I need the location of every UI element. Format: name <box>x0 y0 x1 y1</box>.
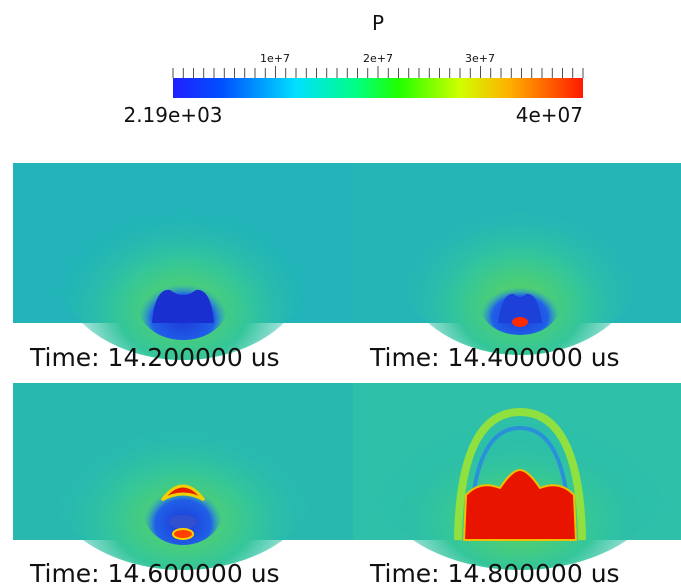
colorbar-title: P <box>372 11 384 35</box>
colorbar-tick-label: 1e+7 <box>260 52 290 65</box>
colorbar-tick-label: 2e+7 <box>363 52 393 65</box>
colorbar-ticks <box>172 66 584 88</box>
panel <box>13 160 353 360</box>
panel <box>13 370 353 570</box>
panel-caption: Time: 14.400000 us <box>369 343 620 372</box>
panel <box>353 370 681 570</box>
panel-caption: Time: 14.200000 us <box>29 343 280 372</box>
colorbar-max-label: 4e+07 <box>516 103 583 127</box>
panel-caption: Time: 14.800000 us <box>369 559 620 586</box>
colorbar <box>173 78 583 98</box>
panel <box>353 155 681 355</box>
colorbar-tick-label: 3e+7 <box>465 52 495 65</box>
colorbar-min-label: 2.19e+03 <box>123 103 222 127</box>
panel-caption: Time: 14.600000 us <box>29 559 280 586</box>
